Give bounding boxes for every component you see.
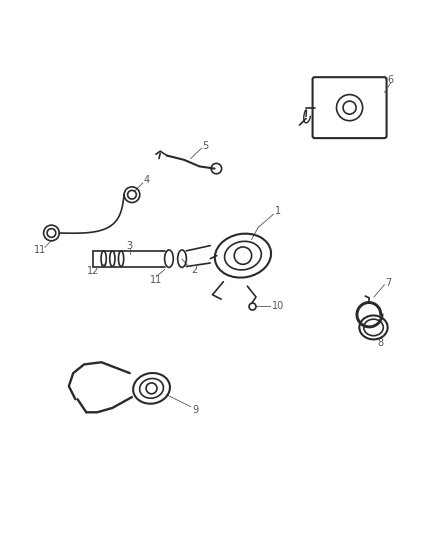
Text: 3: 3 [127,240,133,251]
Text: 10: 10 [272,301,284,311]
Text: 2: 2 [191,265,197,275]
Text: 8: 8 [377,338,383,348]
Text: 11: 11 [150,276,162,286]
Text: 9: 9 [192,405,198,415]
Text: 4: 4 [143,175,149,185]
Text: 1: 1 [275,206,281,216]
Text: 11: 11 [35,245,47,255]
Text: 6: 6 [388,75,394,85]
Text: 7: 7 [385,278,391,288]
Text: 5: 5 [202,141,208,150]
Text: 12: 12 [87,266,99,276]
